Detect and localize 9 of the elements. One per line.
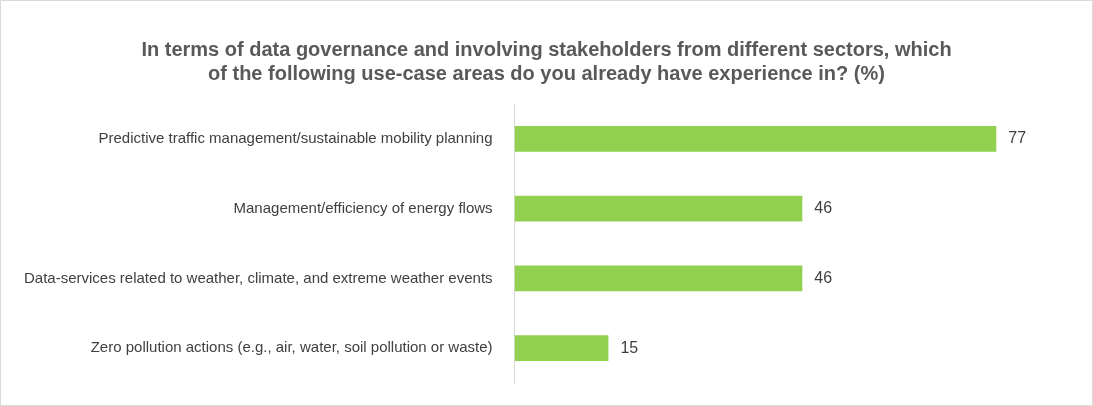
y-tick-label: Management/efficiency of energy flows: [233, 198, 493, 216]
chart-title: In terms of data governance and involving stakeholders from different sectors, which of the following use-case areas do you already have experience in? (%): [141, 37, 952, 84]
data-label: 46: [814, 268, 833, 286]
data-label: 15: [620, 338, 639, 356]
y-tick-label: Zero pollution actions (e.g., air, water, soil pollution or waste): [90, 338, 493, 356]
data-label: 77: [1008, 129, 1027, 147]
y-tick-label: Predictive traffic management/sustainable mobility planning: [98, 129, 493, 147]
data-label: 46: [814, 199, 833, 217]
y-tick-label: Data-services related to weather, climate, and extreme weather events: [24, 268, 493, 286]
